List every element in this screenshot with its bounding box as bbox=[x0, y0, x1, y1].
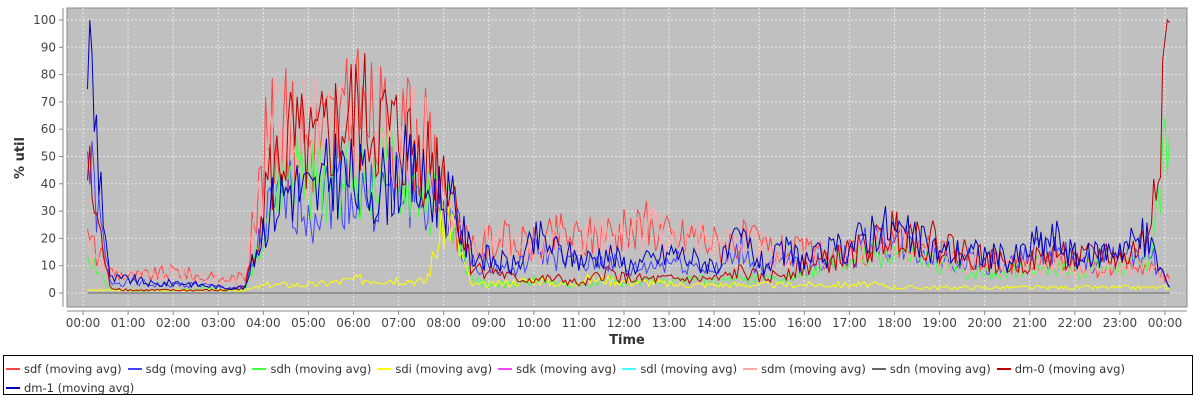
legend-label: sdn (moving avg) bbox=[889, 362, 991, 376]
legend-label: sdl (moving avg) bbox=[640, 362, 738, 376]
y-tick-label: 40 bbox=[41, 177, 56, 191]
legend-label: sdf (moving avg) bbox=[24, 362, 122, 376]
y-tick-label: 10 bbox=[41, 259, 56, 273]
legend-swatch bbox=[743, 368, 758, 370]
plot-area bbox=[66, 7, 1188, 308]
y-ticks: 0 10 20 30 40 50 60 70 80 90 100 bbox=[33, 13, 63, 300]
legend-label: dm-1 (moving avg) bbox=[24, 381, 135, 395]
x-tick-label: 12:00 bbox=[607, 316, 642, 330]
legend-swatch bbox=[498, 368, 513, 370]
legend-swatch bbox=[127, 368, 142, 370]
x-tick-label: 00:00 bbox=[1148, 316, 1183, 330]
x-tick-label: 05:00 bbox=[291, 316, 326, 330]
y-tick-label: 50 bbox=[41, 150, 56, 164]
y-tick-label: 80 bbox=[41, 68, 56, 82]
x-tick-label: 21:00 bbox=[1012, 316, 1047, 330]
legend-swatch bbox=[252, 368, 267, 370]
x-tick-label: 09:00 bbox=[471, 316, 506, 330]
legend-label: sdh (moving avg) bbox=[270, 362, 372, 376]
legend-item: sdi (moving avg) bbox=[377, 360, 492, 378]
x-tick-label: 15:00 bbox=[742, 316, 777, 330]
legend-label: sdg (moving avg) bbox=[145, 362, 247, 376]
x-tick-label: 06:00 bbox=[336, 316, 371, 330]
legend-swatch bbox=[996, 368, 1011, 370]
legend-item: sdk (moving avg) bbox=[498, 360, 616, 378]
y-axis-label: % util bbox=[13, 137, 28, 179]
x-tick-label: 14:00 bbox=[697, 316, 732, 330]
x-tick-label: 16:00 bbox=[787, 316, 822, 330]
legend-item: sdn (moving avg) bbox=[871, 360, 991, 378]
y-tick-label: 100 bbox=[33, 13, 56, 27]
legend-item: dm-1 (moving avg) bbox=[6, 379, 134, 397]
y-tick-label: 0 bbox=[48, 286, 56, 300]
legend-item: sdh (moving avg) bbox=[252, 360, 371, 378]
utilization-chart: 0 10 20 30 40 50 60 70 80 90 100 00:00 01:00 02:00 03… bbox=[13, 7, 1188, 348]
legend-item: sdf (moving avg) bbox=[6, 360, 122, 378]
x-tick-label: 18:00 bbox=[877, 316, 912, 330]
series-line-sdi bbox=[87, 205, 1170, 292]
y-tick-label: 60 bbox=[41, 122, 56, 136]
legend-item: sdl (moving avg) bbox=[622, 360, 737, 378]
x-tick-label: 08:00 bbox=[426, 316, 461, 330]
legend-label: sdk (moving avg) bbox=[516, 362, 617, 376]
legend-item: sdg (moving avg) bbox=[127, 360, 247, 378]
x-tick-label: 00:00 bbox=[66, 316, 101, 330]
legend: sdf (moving avg) sdg (moving avg) sdh (mov… bbox=[3, 355, 1193, 395]
x-tick-label: 13:00 bbox=[652, 316, 687, 330]
legend-swatch bbox=[6, 368, 20, 370]
legend-swatch bbox=[871, 368, 886, 370]
x-tick-label: 07:00 bbox=[381, 316, 416, 330]
y-tick-label: 20 bbox=[41, 231, 56, 245]
x-tick-label: 20:00 bbox=[967, 316, 1002, 330]
x-ticks: 00:00 01:00 02:00 03:00 04:00 05:00 06:00 07:00… bbox=[66, 311, 1183, 330]
y-tick-label: 30 bbox=[41, 204, 56, 218]
x-axis-label: Time bbox=[609, 333, 645, 348]
legend-swatch bbox=[622, 368, 637, 370]
series-lines bbox=[87, 18, 1170, 294]
series-line-dm-1 bbox=[87, 19, 1170, 291]
legend-item: dm-0 (moving avg) bbox=[996, 360, 1125, 378]
x-tick-label: 22:00 bbox=[1058, 316, 1093, 330]
legend-swatch bbox=[6, 387, 20, 389]
x-tick-label: 10:00 bbox=[517, 316, 552, 330]
series-line-dm-0 bbox=[87, 18, 1170, 292]
x-tick-label: 03:00 bbox=[201, 316, 236, 330]
x-tick-label: 02:00 bbox=[156, 316, 191, 330]
legend-label: sdi (moving avg) bbox=[395, 362, 493, 376]
x-tick-label: 17:00 bbox=[832, 316, 867, 330]
y-tick-label: 90 bbox=[41, 40, 56, 54]
legend-swatch bbox=[377, 368, 392, 370]
legend-label: dm-0 (moving avg) bbox=[1014, 362, 1125, 376]
x-tick-label: 01:00 bbox=[111, 316, 146, 330]
legend-label: sdm (moving avg) bbox=[761, 362, 866, 376]
legend-item: sdm (moving avg) bbox=[743, 360, 866, 378]
x-tick-label: 19:00 bbox=[922, 316, 957, 330]
x-tick-label: 11:00 bbox=[562, 316, 597, 330]
x-tick-label: 23:00 bbox=[1103, 316, 1138, 330]
y-tick-label: 70 bbox=[41, 95, 56, 109]
x-tick-label: 04:00 bbox=[246, 316, 281, 330]
